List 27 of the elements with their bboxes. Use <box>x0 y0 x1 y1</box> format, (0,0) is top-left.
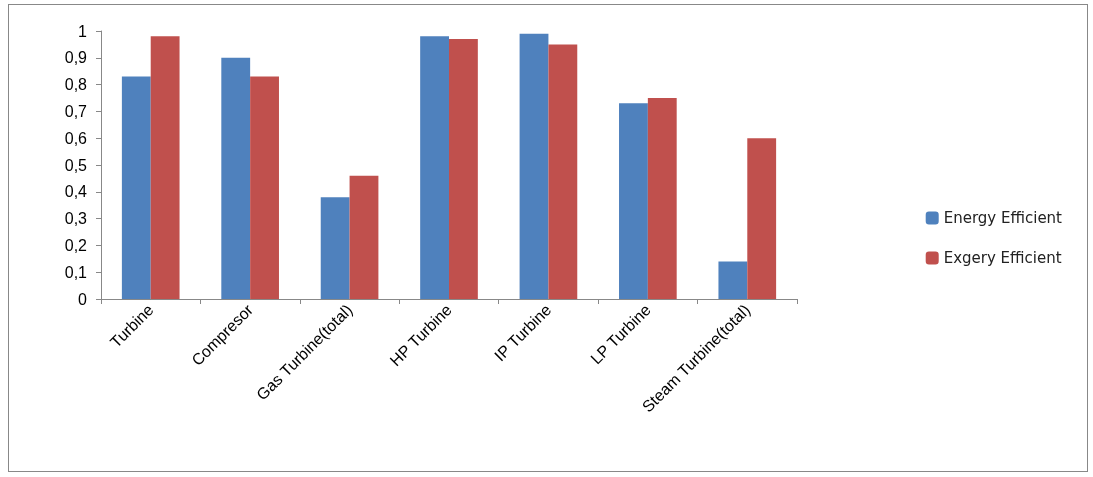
legend-label: Exgery Efficient <box>943 249 1062 267</box>
y-tick-label: 0,7 <box>64 102 88 120</box>
bar <box>250 76 279 299</box>
bar <box>519 33 549 299</box>
bar <box>320 197 350 299</box>
bar <box>150 36 180 299</box>
y-tick-label: 0,4 <box>64 183 88 201</box>
y-tick-label: 0,9 <box>64 49 88 67</box>
y-tick-label: 0,8 <box>64 76 88 94</box>
bar <box>718 261 748 299</box>
bar <box>548 44 578 299</box>
bar <box>449 39 478 299</box>
bar <box>221 57 251 299</box>
bar <box>747 138 777 299</box>
y-tick-label: 1 <box>78 22 88 40</box>
bar <box>647 98 677 299</box>
bar <box>619 103 648 299</box>
y-tick-label: 0,3 <box>64 210 88 228</box>
bar <box>420 36 449 299</box>
bar <box>121 76 151 299</box>
y-tick-label: 0,2 <box>64 236 88 254</box>
y-tick-label: 0,1 <box>64 263 88 281</box>
legend-label: Energy Efficient <box>943 209 1063 227</box>
y-tick-label: 0,5 <box>64 156 88 174</box>
bar <box>349 175 379 299</box>
y-tick-label: 0,6 <box>64 129 88 147</box>
y-tick-label: 0 <box>78 290 88 308</box>
